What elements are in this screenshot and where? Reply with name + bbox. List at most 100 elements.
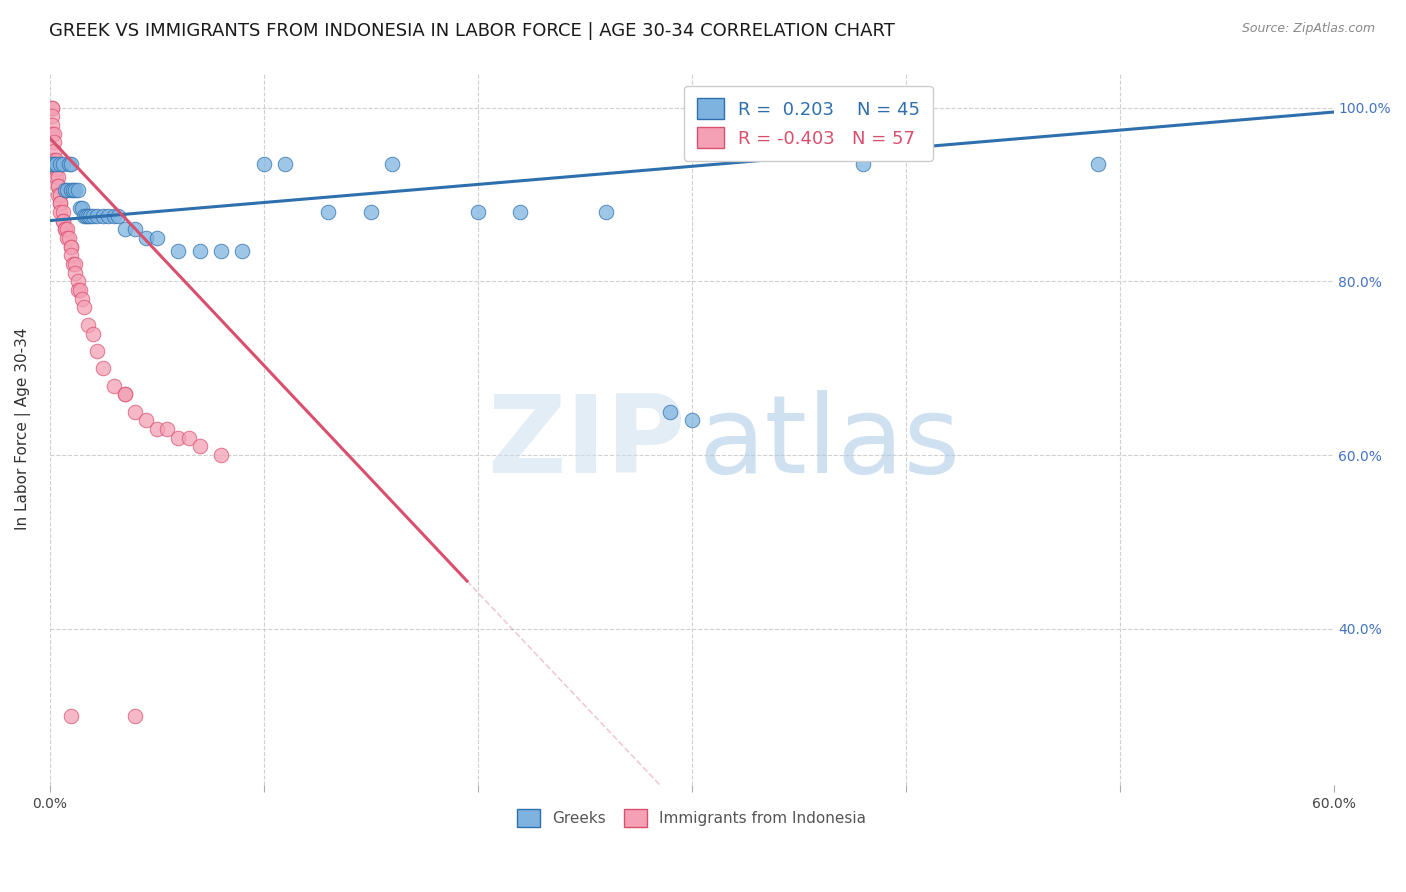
Point <box>46 178 69 193</box>
Text: ZIP: ZIP <box>486 391 685 496</box>
Text: GREEK VS IMMIGRANTS FROM INDONESIA IN LABOR FORCE | AGE 30-34 CORRELATION CHART: GREEK VS IMMIGRANTS FROM INDONESIA IN LA… <box>49 22 896 40</box>
Point <box>45 157 67 171</box>
Point <box>49 196 72 211</box>
Point <box>46 170 69 185</box>
Point <box>58 157 80 171</box>
Point <box>135 231 157 245</box>
Point <box>114 387 136 401</box>
Point <box>58 231 80 245</box>
Point <box>66 283 89 297</box>
Point <box>73 209 96 223</box>
Point <box>681 413 703 427</box>
Point <box>75 209 97 223</box>
Point <box>209 244 232 258</box>
Point <box>60 248 83 262</box>
Point <box>62 257 84 271</box>
Point <box>52 213 75 227</box>
Point <box>467 205 489 219</box>
Point <box>124 708 146 723</box>
Point <box>53 222 76 236</box>
Point <box>77 318 100 332</box>
Point <box>42 136 65 150</box>
Point <box>42 127 65 141</box>
Point <box>156 422 179 436</box>
Point <box>70 201 93 215</box>
Point <box>41 127 63 141</box>
Point <box>91 361 114 376</box>
Point <box>852 157 875 171</box>
Point <box>41 109 63 123</box>
Point <box>56 183 79 197</box>
Point <box>145 422 167 436</box>
Point <box>41 101 63 115</box>
Point <box>381 157 404 171</box>
Text: Source: ZipAtlas.com: Source: ZipAtlas.com <box>1241 22 1375 36</box>
Point <box>52 213 75 227</box>
Point <box>79 209 101 223</box>
Point <box>91 209 114 223</box>
Point <box>56 231 79 245</box>
Point <box>45 161 67 176</box>
Point <box>45 161 67 176</box>
Point <box>73 301 96 315</box>
Point <box>41 101 63 115</box>
Point <box>45 153 67 167</box>
Point <box>82 326 104 341</box>
Point <box>316 205 339 219</box>
Point <box>65 257 87 271</box>
Point <box>53 222 76 236</box>
Point <box>66 274 89 288</box>
Point <box>65 266 87 280</box>
Point <box>188 439 211 453</box>
Point <box>1087 157 1109 171</box>
Point <box>103 209 125 223</box>
Point <box>66 183 89 197</box>
Point <box>46 187 69 202</box>
Point <box>86 209 108 223</box>
Point <box>41 118 63 132</box>
Point <box>188 244 211 258</box>
Point <box>62 183 84 197</box>
Point <box>107 209 129 223</box>
Point <box>60 157 83 171</box>
Point <box>69 201 91 215</box>
Point <box>274 157 297 171</box>
Point <box>96 209 118 223</box>
Point <box>209 448 232 462</box>
Point <box>231 244 253 258</box>
Point <box>41 157 63 171</box>
Point <box>86 343 108 358</box>
Point <box>145 231 167 245</box>
Point <box>60 183 83 197</box>
Point <box>77 209 100 223</box>
Point <box>167 244 190 258</box>
Point <box>42 144 65 158</box>
Y-axis label: In Labor Force | Age 30-34: In Labor Force | Age 30-34 <box>15 327 31 530</box>
Point <box>114 222 136 236</box>
Point <box>52 157 75 171</box>
Point <box>124 222 146 236</box>
Point <box>49 187 72 202</box>
Text: atlas: atlas <box>697 391 960 496</box>
Point <box>56 222 79 236</box>
Point <box>659 405 682 419</box>
Point <box>135 413 157 427</box>
Point <box>49 205 72 219</box>
Point <box>360 205 382 219</box>
Point <box>509 205 531 219</box>
Point <box>114 387 136 401</box>
Point <box>82 209 104 223</box>
Point <box>45 170 67 185</box>
Point <box>49 196 72 211</box>
Point <box>253 157 276 171</box>
Point <box>53 183 76 197</box>
Legend: Greeks, Immigrants from Indonesia: Greeks, Immigrants from Indonesia <box>509 802 875 834</box>
Point <box>595 205 617 219</box>
Point <box>69 283 91 297</box>
Point <box>124 405 146 419</box>
Point <box>60 240 83 254</box>
Point <box>65 183 87 197</box>
Point <box>177 431 200 445</box>
Point <box>52 205 75 219</box>
Point <box>42 153 65 167</box>
